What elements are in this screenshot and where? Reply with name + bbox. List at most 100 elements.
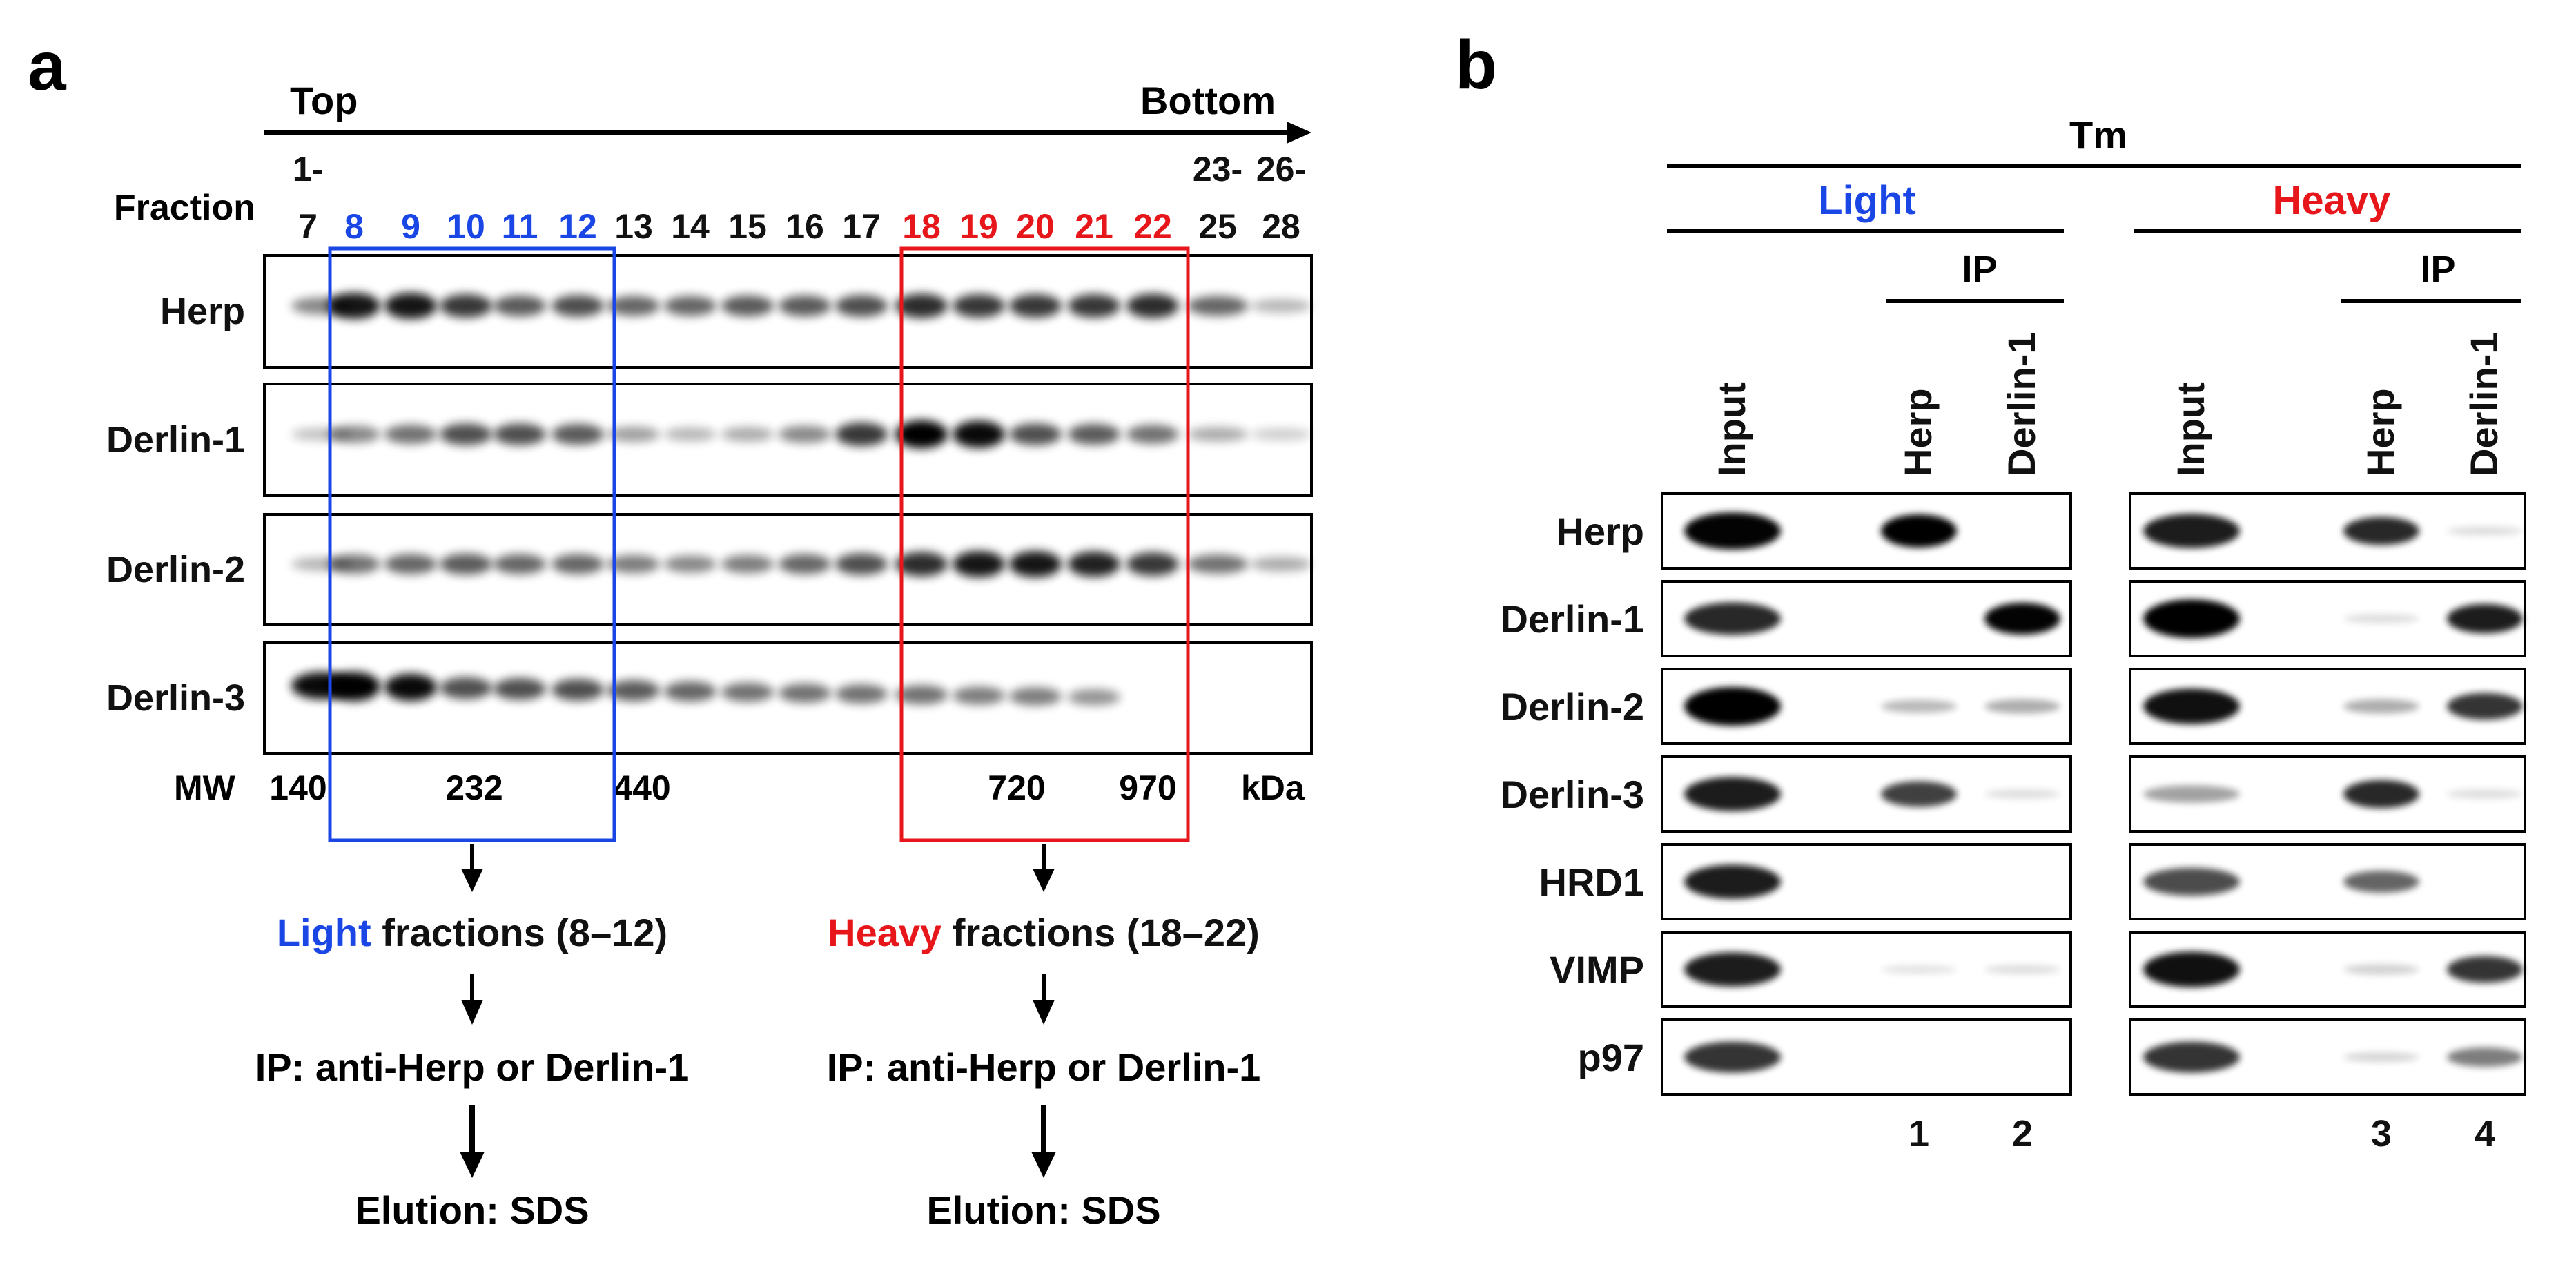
blot-label: Herp	[160, 291, 245, 332]
fraction-label-20: 20	[1016, 207, 1055, 246]
lane-label-herp: Herp	[1896, 388, 1940, 476]
coip-row-label: p97	[1578, 1036, 1645, 1079]
band	[494, 423, 546, 445]
band	[607, 680, 660, 702]
tm-label: Tm	[2069, 113, 2127, 157]
band	[1126, 552, 1179, 577]
band	[2447, 603, 2523, 634]
coip-row-derlin-1: Derlin-1	[1501, 580, 2526, 657]
band	[1881, 514, 1957, 548]
lane-label-herp: Herp	[2359, 388, 2402, 476]
mw-label: MW	[174, 768, 236, 807]
band	[721, 295, 774, 317]
light-word: Light	[277, 911, 371, 954]
band	[328, 425, 380, 443]
band	[1009, 687, 1062, 706]
band	[1684, 952, 1781, 987]
fraction-label-8: 8	[344, 207, 364, 246]
fraction-label-top: 26-	[1256, 150, 1306, 188]
band	[835, 553, 888, 575]
heavy-word: Heavy	[828, 911, 941, 954]
band	[721, 554, 774, 574]
band	[440, 553, 492, 575]
coip-row-label: Derlin-3	[1501, 773, 1645, 816]
band	[607, 296, 660, 316]
band	[2143, 785, 2240, 803]
band	[779, 425, 831, 443]
coip-row-hrd1: HRD1	[1539, 843, 2526, 920]
band	[1126, 425, 1179, 444]
band	[1126, 293, 1179, 318]
band	[1684, 777, 1781, 811]
light-fractions-box	[328, 246, 616, 842]
lane-labels: Input Input Herp Herp Derlin-1 Derlin-1	[1710, 333, 2506, 477]
band	[494, 678, 546, 700]
heavy-ip-text: IP: anti-Herp or Derlin-1	[827, 1045, 1261, 1089]
band	[552, 554, 604, 574]
fraction-label: Fraction	[114, 188, 255, 228]
band	[1251, 299, 1311, 313]
band	[1881, 699, 1957, 713]
band	[440, 423, 492, 445]
fraction-label-9: 9	[401, 207, 420, 246]
band	[779, 295, 831, 317]
band	[835, 684, 888, 704]
band	[1684, 687, 1781, 726]
fraction-label-17: 17	[842, 207, 881, 246]
fraction-label-25: 25	[1198, 207, 1237, 246]
fraction-label-19: 19	[959, 207, 998, 246]
band	[953, 686, 1005, 705]
coip-row-label: Herp	[1556, 510, 1644, 553]
band	[607, 554, 660, 574]
band	[384, 554, 437, 574]
blot-label: Derlin-2	[106, 549, 245, 590]
band	[664, 427, 716, 441]
band	[2447, 956, 2523, 983]
blot-row-derlin-2: Derlin-2	[106, 513, 1313, 626]
band	[328, 554, 380, 574]
fraction-label-14: 14	[671, 207, 710, 246]
coip-row-derlin-2: Derlin-2	[1501, 668, 2526, 745]
band	[494, 554, 546, 574]
band	[552, 295, 604, 317]
fraction-label-7: 7	[298, 207, 318, 246]
lane-number-3: 3	[2371, 1113, 2392, 1154]
coip-blots: Herp Derlin-1 Derlin-2 Derlin-3 HRD1 VIMP p97	[1501, 492, 2526, 1096]
band	[1187, 296, 1248, 316]
band	[779, 554, 831, 574]
lane-number-4: 4	[2475, 1113, 2495, 1154]
panel-b-letter: b	[1455, 26, 1497, 104]
band	[835, 422, 888, 447]
band	[895, 552, 948, 577]
band	[494, 295, 546, 317]
band	[1984, 789, 2060, 799]
band	[2343, 614, 2419, 623]
band	[440, 677, 492, 699]
bottom-label: Bottom	[1140, 79, 1276, 122]
blot-label: Derlin-3	[106, 677, 245, 719]
light-ip-label: IP	[1962, 249, 1997, 290]
band	[2343, 1052, 2419, 1063]
lane-numbers: 1 2 3 4	[1909, 1113, 2495, 1154]
light-elution-text: Elution: SDS	[355, 1188, 589, 1232]
band	[2143, 867, 2240, 896]
light-rest: fractions (8–12)	[371, 911, 668, 954]
lane-label-input: Input	[2169, 382, 2212, 476]
band	[2343, 780, 2419, 809]
band	[1881, 781, 1957, 807]
band	[2143, 514, 2240, 548]
band	[1251, 557, 1311, 572]
band	[1068, 423, 1120, 445]
band	[1984, 965, 2060, 974]
lane-number-1: 1	[1909, 1113, 1929, 1154]
band	[1009, 423, 1062, 445]
coip-row-p97: p97	[1578, 1018, 2526, 1096]
mw-marker-140: 140	[269, 768, 326, 807]
coip-row-label: HRD1	[1539, 860, 1644, 904]
band	[2447, 693, 2523, 720]
band	[2143, 1041, 2240, 1073]
blot-label: Derlin-1	[106, 419, 245, 461]
fraction-labels: 1- 7 8 9 10 11 12 13 14 15 16 17 18 19 20 21 22 23- 25 26- 2…	[293, 150, 1306, 246]
band	[1251, 428, 1311, 441]
